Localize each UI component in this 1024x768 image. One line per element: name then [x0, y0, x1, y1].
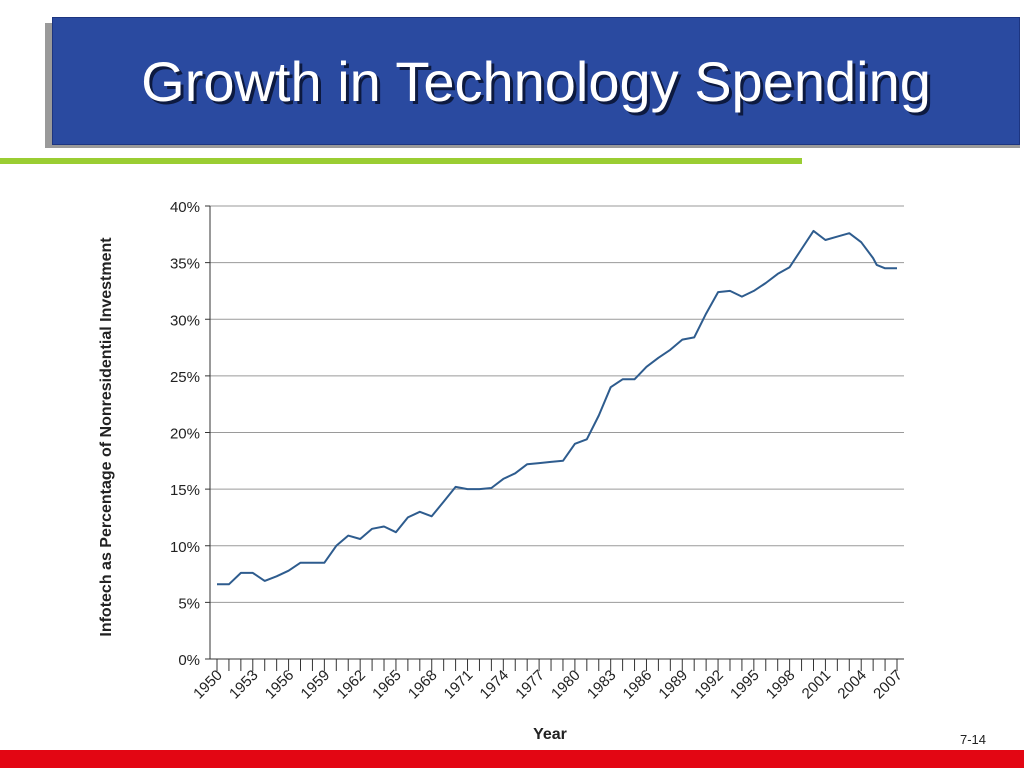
x-axis-title: Year	[533, 726, 567, 743]
x-tick-label: 1980	[548, 667, 584, 703]
series-layer	[217, 229, 897, 586]
x-tick-label: 1998	[763, 667, 799, 703]
y-tick-label: 30%	[170, 312, 200, 329]
y-tick-label: 20%	[170, 426, 200, 443]
x-tick-label: 1974	[477, 667, 513, 703]
x-tick-label: 1989	[655, 667, 691, 703]
series-line	[217, 229, 897, 586]
x-tick-label: 1953	[226, 667, 262, 703]
x-tick-label: 1950	[190, 667, 226, 703]
x-tick-label: 1986	[620, 667, 656, 703]
y-tick-label: 15%	[170, 482, 200, 499]
slide-number: 7-14	[959, 732, 986, 747]
slide-title: Growth in Technology Spending	[141, 49, 931, 113]
y-tick-labels: 0% 5% 10% 15% 20% 25% 30% 35% 40%	[170, 199, 200, 669]
y-tick-label: 35%	[170, 256, 200, 273]
title-banner: Growth in Technology Spending	[52, 17, 1020, 145]
accent-line	[0, 158, 802, 164]
x-tick-label: 1971	[441, 667, 477, 703]
y-tick-label: 25%	[170, 369, 200, 386]
axes	[205, 205, 904, 671]
y-tick-label: 5%	[178, 595, 200, 612]
x-tick-label: 1977	[512, 667, 548, 703]
x-tick-label: 2007	[870, 667, 906, 703]
y-tick-label: 10%	[170, 539, 200, 556]
x-tick-label: 2001	[799, 667, 835, 703]
x-tick-label: 1962	[333, 667, 369, 703]
x-tick-labels: 1950 1953 1956 1959 1962 1965 1968 1971 1974 1977…	[190, 667, 906, 703]
bottom-bar	[0, 750, 1024, 768]
x-tick-label: 1959	[298, 667, 334, 703]
x-tick-label: 1956	[262, 667, 298, 703]
y-tick-label: 0%	[178, 652, 200, 669]
x-tick-label: 1983	[584, 667, 620, 703]
grid-lines	[210, 205, 904, 603]
y-axis-title: Infotech as Percentage of Nonresidential…	[98, 237, 115, 637]
x-tick-label: 1995	[727, 667, 763, 703]
x-tick-label: 1968	[405, 667, 441, 703]
x-tick-label: 2004	[834, 667, 870, 703]
y-tick-label: 40%	[170, 199, 200, 216]
x-tick-label: 1992	[691, 667, 727, 703]
x-tick-label: 1965	[369, 667, 405, 703]
